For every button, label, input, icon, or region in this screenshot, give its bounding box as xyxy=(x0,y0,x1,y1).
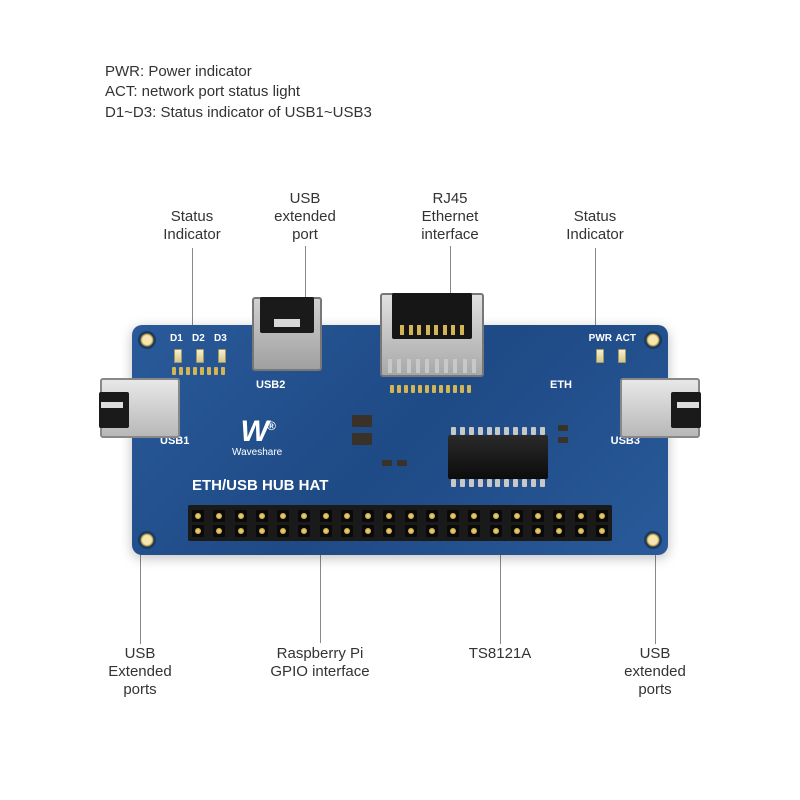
silk-d1: D1 xyxy=(170,333,183,344)
smd-component xyxy=(382,460,392,466)
silk-usb2: USB2 xyxy=(256,379,285,391)
silk-d2: D2 xyxy=(192,333,205,344)
callout-line xyxy=(595,248,596,328)
led-d2 xyxy=(196,349,204,363)
callout-line xyxy=(192,248,193,328)
led-act xyxy=(618,349,626,363)
rj45-port xyxy=(380,293,484,377)
mounting-hole xyxy=(644,531,662,549)
smd-pads xyxy=(172,367,225,375)
pcb-board: D1 D2 D3 PWR ACT USB2 ETH W® Waveshare E xyxy=(132,325,668,555)
callout-line xyxy=(450,246,451,296)
led-d1 xyxy=(174,349,182,363)
callout-gpio: Raspberry PiGPIO interface xyxy=(250,645,390,681)
smd-component xyxy=(558,425,568,431)
callout-usb-extended-right: USBextendedports xyxy=(610,645,700,699)
callout-rj45: RJ45Ethernetinterface xyxy=(400,190,500,244)
silk-eth: ETH xyxy=(550,379,572,391)
mounting-hole xyxy=(138,531,156,549)
smd-component xyxy=(397,460,407,466)
gpio-pin-row xyxy=(192,510,608,522)
legend-line: PWR: Power indicator xyxy=(105,62,372,82)
led-d3 xyxy=(218,349,226,363)
smd-component xyxy=(352,415,372,427)
callout-usb-extended-left: USBExtendedports xyxy=(95,645,185,699)
legend-block: PWR: Power indicator ACT: network port s… xyxy=(105,62,372,123)
mounting-hole xyxy=(138,331,156,349)
callout-usb-extended-top: USBextendedport xyxy=(260,190,350,244)
silk-pwr: PWR xyxy=(589,333,612,344)
legend-line: D1~D3: Status indicator of USB1~USB3 xyxy=(105,103,372,123)
silk-act: ACT xyxy=(615,333,636,344)
chip-ts8121a xyxy=(448,435,548,479)
smd-pads xyxy=(390,385,471,393)
gpio-header xyxy=(188,505,612,541)
usb3-port xyxy=(620,378,700,438)
callout-status-indicator-left: StatusIndicator xyxy=(152,208,232,244)
usb1-port xyxy=(100,378,180,438)
callout-line xyxy=(305,246,306,302)
smd-component xyxy=(558,437,568,443)
legend-line: ACT: network port status light xyxy=(105,82,372,102)
board-title: ETH/USB HUB HAT xyxy=(192,477,328,494)
silk-d3: D3 xyxy=(214,333,227,344)
waveshare-logo: W® Waveshare xyxy=(232,415,282,458)
gpio-pin-row xyxy=(192,525,608,537)
led-pwr xyxy=(596,349,604,363)
smd-component xyxy=(352,433,372,445)
callout-ts8121a: TS8121A xyxy=(455,645,545,663)
mounting-hole xyxy=(644,331,662,349)
usb2-port xyxy=(252,297,322,371)
callout-line xyxy=(320,555,321,643)
callout-status-indicator-right: StatusIndicator xyxy=(555,208,635,244)
brand-text: Waveshare xyxy=(232,447,282,458)
